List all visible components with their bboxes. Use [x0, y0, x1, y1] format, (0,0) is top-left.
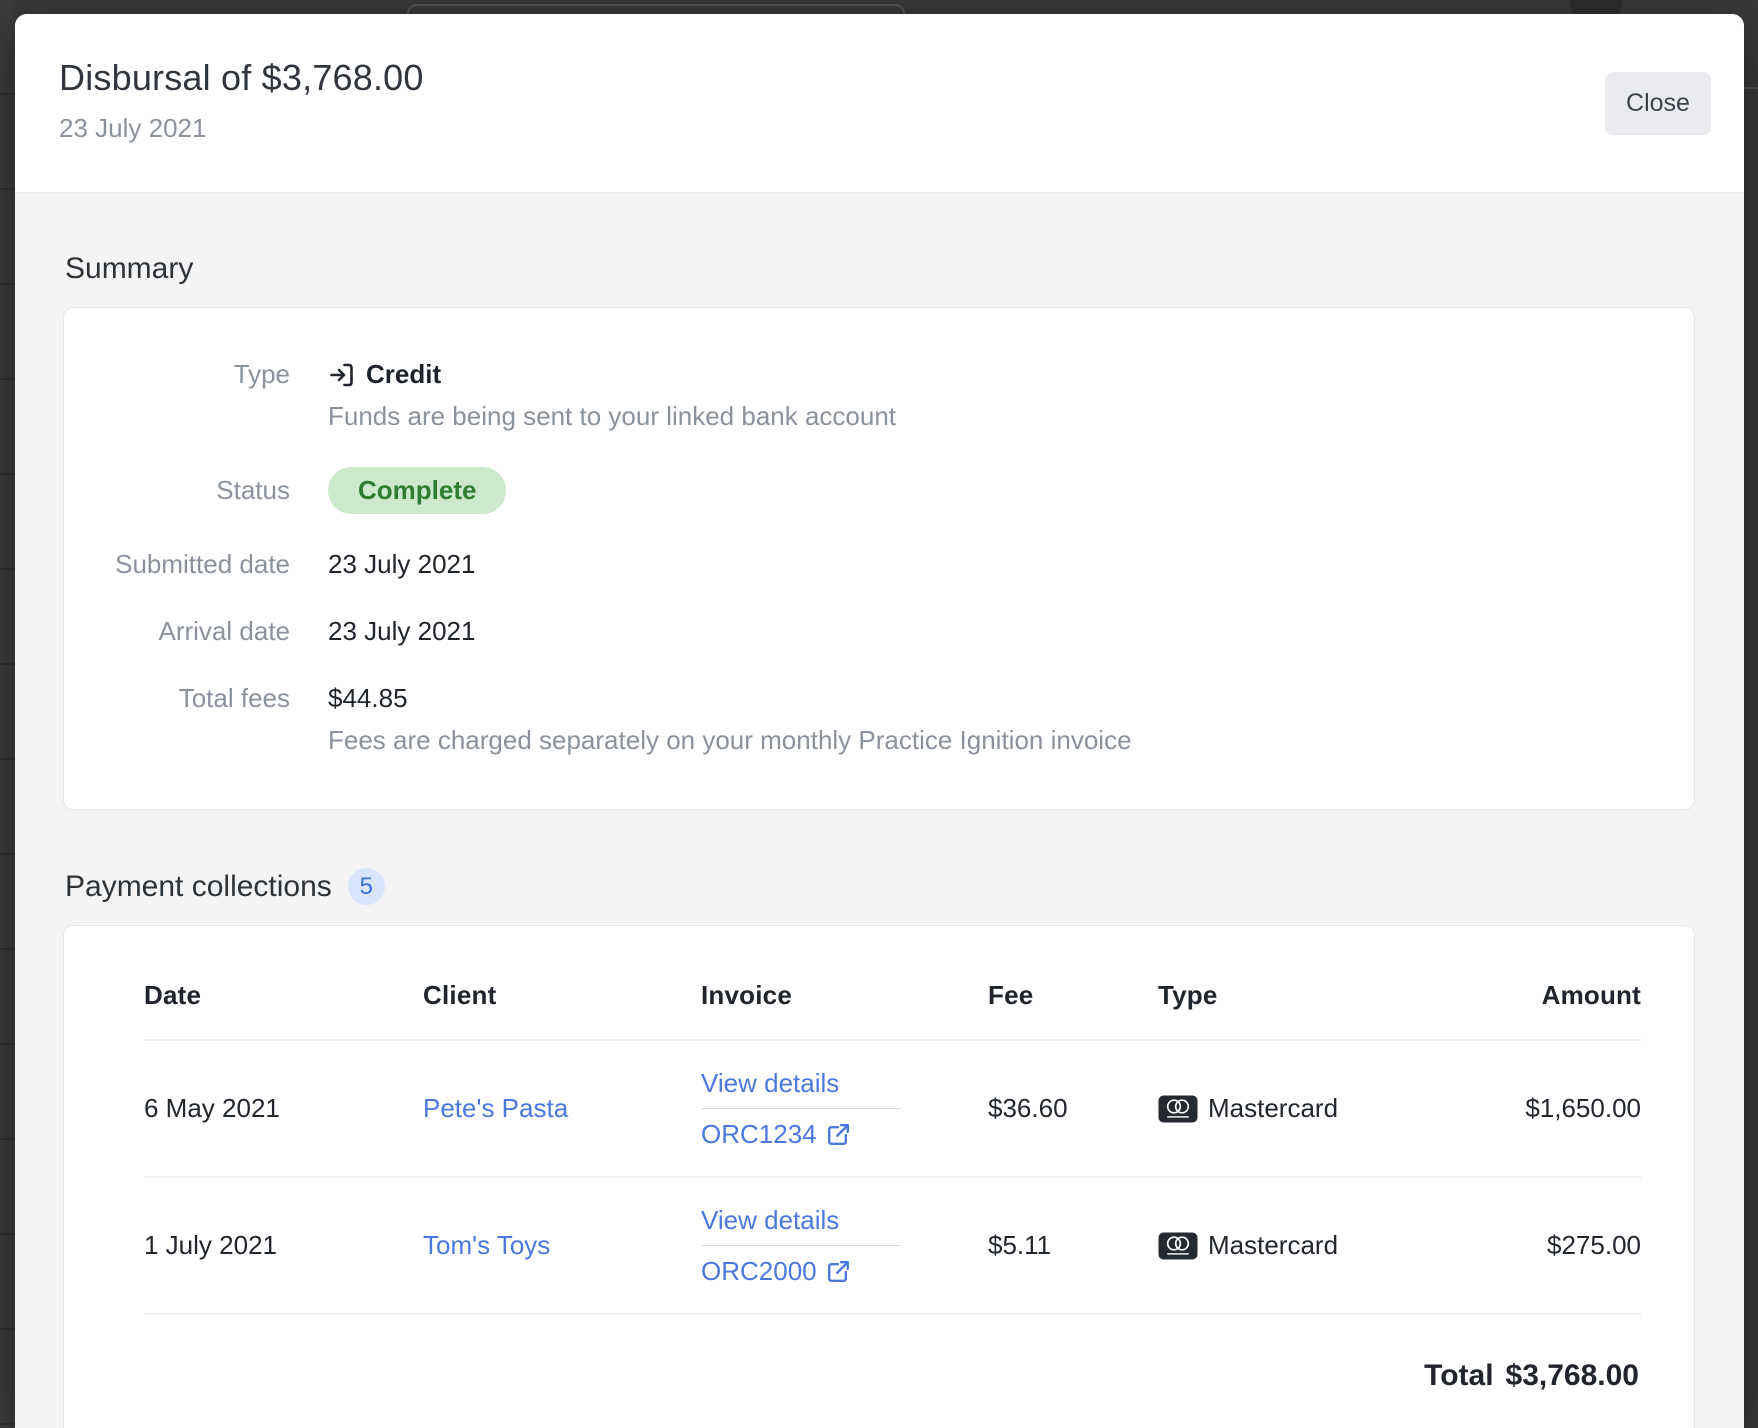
disbursal-date: 23 July 2021	[59, 113, 207, 143]
arrival-date-value: 23 July 2021	[328, 616, 476, 646]
client-link[interactable]: Pete's Pasta	[423, 1093, 569, 1123]
disbursal-modal: Disbursal of $3,768.00 23 July 2021 Clos…	[15, 14, 1744, 1428]
payment-collections-card: Date Client Invoice Fee Type Amount 6 Ma…	[63, 925, 1695, 1428]
table-row: 1 July 2021 Tom's Toys View details ORC2…	[144, 1177, 1641, 1315]
table-total: Total $3,768.00	[144, 1315, 1639, 1428]
total-fees-value: $44.85	[328, 683, 408, 713]
summary-row-fees: Total fees $44.85 Fees are charged separ…	[64, 682, 1694, 757]
status-badge: Complete	[328, 467, 507, 514]
invoice-ref-link[interactable]: ORC1234	[701, 1119, 817, 1149]
summary-card: Type Credit Funds are being sent to your…	[63, 307, 1695, 810]
type-value: Credit	[328, 358, 896, 391]
external-link-icon[interactable]	[826, 1259, 851, 1284]
invoice-cell-divider	[701, 1245, 901, 1246]
submitted-date-label: Submitted date	[115, 549, 290, 579]
table-header-row: Date Client Invoice Fee Type Amount	[144, 926, 1641, 1041]
col-header-amount: Amount	[1364, 926, 1641, 1041]
payment-collections-heading: Payment collections 5	[65, 868, 1695, 905]
mastercard-icon	[1158, 1095, 1198, 1122]
mastercard-icon	[1158, 1232, 1198, 1259]
cell-type: Mastercard	[1158, 1230, 1364, 1261]
close-button[interactable]: Close	[1605, 72, 1711, 135]
cell-amount: $275.00	[1364, 1177, 1641, 1315]
underlying-header-divider	[1744, 87, 1758, 89]
type-description: Funds are being sent to your linked bank…	[328, 401, 897, 431]
cell-fee: $36.60	[988, 1040, 1158, 1178]
payment-collections-table: Date Client Invoice Fee Type Amount 6 Ma…	[144, 926, 1641, 1315]
cell-date: 6 May 2021	[144, 1040, 423, 1178]
underlying-sidebar	[0, 0, 15, 1428]
total-fees-description: Fees are charged separately on your mont…	[328, 725, 1132, 755]
cell-type: Mastercard	[1158, 1093, 1364, 1124]
col-header-fee: Fee	[988, 926, 1158, 1041]
table-row: 6 May 2021 Pete's Pasta View details ORC…	[144, 1040, 1641, 1178]
summary-row-status: Status Complete	[64, 467, 1694, 514]
page-title: Disbursal of $3,768.00	[59, 57, 424, 98]
submitted-date-value: 23 July 2021	[328, 549, 476, 579]
total-value: $3,768.00	[1505, 1359, 1639, 1392]
summary-row-type: Type Credit Funds are being sent to your…	[64, 358, 1694, 433]
type-label: Type	[233, 359, 290, 389]
external-link-icon[interactable]	[826, 1122, 851, 1147]
total-fees-label: Total fees	[178, 683, 290, 713]
summary-row-arrival: Arrival date 23 July 2021	[64, 615, 1694, 648]
col-header-client: Client	[423, 926, 701, 1041]
payment-count-badge: 5	[347, 868, 385, 905]
modal-header: Disbursal of $3,768.00 23 July 2021 Clos…	[15, 14, 1744, 193]
summary-heading: Summary	[65, 252, 194, 285]
invoice-ref-link[interactable]: ORC2000	[701, 1256, 817, 1286]
modal-body: Summary Type Credit Funds are being sent…	[15, 251, 1744, 1428]
client-link[interactable]: Tom's Toys	[423, 1230, 551, 1260]
cell-date: 1 July 2021	[144, 1177, 423, 1315]
status-label: Status	[216, 475, 290, 505]
col-header-date: Date	[144, 926, 423, 1041]
credit-login-arrow-icon	[330, 363, 353, 386]
view-details-link[interactable]: View details	[701, 1205, 840, 1235]
cell-amount: $1,650.00	[1364, 1040, 1641, 1178]
summary-row-submitted: Submitted date 23 July 2021	[64, 548, 1694, 581]
col-header-invoice: Invoice	[701, 926, 988, 1041]
arrival-date-label: Arrival date	[158, 616, 291, 646]
view-details-link[interactable]: View details	[701, 1068, 840, 1098]
invoice-cell-divider	[701, 1108, 901, 1109]
cell-fee: $5.11	[988, 1177, 1158, 1315]
total-label: Total	[1424, 1359, 1494, 1392]
col-header-type: Type	[1158, 926, 1364, 1041]
